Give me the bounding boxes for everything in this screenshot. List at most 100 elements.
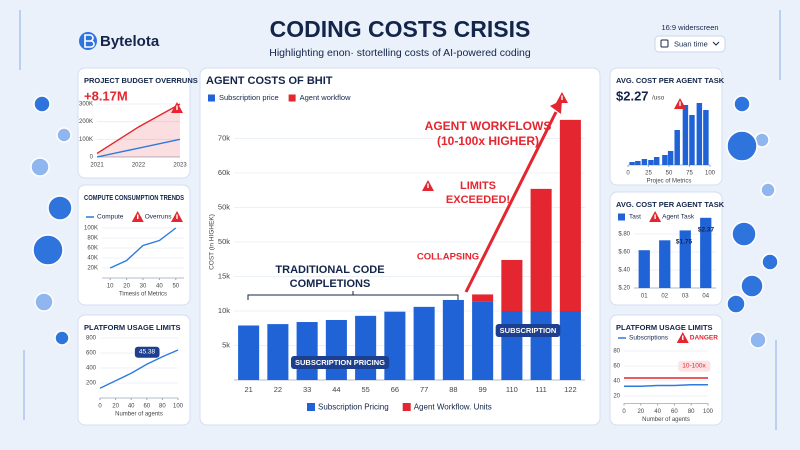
bar-segment	[559, 119, 581, 312]
coin	[47, 195, 73, 221]
bar-segment	[530, 311, 552, 380]
headline-unit: /uso	[652, 95, 665, 102]
warning-mark	[427, 183, 429, 188]
y-tick-label: 200K	[79, 119, 93, 125]
chart-title: AVG. COST PER AGENT TASK	[616, 200, 725, 209]
x-tick-label: 2023	[173, 163, 187, 169]
bar-segment	[472, 294, 494, 302]
coin	[740, 274, 764, 298]
headline-value: +8.17M	[84, 88, 128, 103]
bar-segment	[384, 311, 406, 380]
x-tick-label: 03	[682, 294, 689, 300]
x-tick-label: 100	[703, 409, 714, 415]
x-tick-label: 50	[172, 284, 179, 290]
y-tick-label: 80	[613, 349, 620, 355]
bar-segment	[530, 188, 552, 311]
bar	[629, 162, 635, 165]
headline-value: $2.27	[616, 88, 649, 103]
bar-segment	[559, 311, 581, 380]
x-tick-label: 111	[535, 385, 546, 394]
line	[99, 349, 179, 389]
bar	[635, 161, 641, 165]
x-tick-label: 0	[98, 404, 102, 410]
chart-title: COMPUTE CONSUMPTION TRENDS	[84, 193, 184, 202]
warning-mark	[679, 101, 681, 106]
bar	[682, 105, 689, 165]
x-tick-label: 20	[123, 284, 130, 290]
y-tick-label: $.40	[618, 268, 630, 274]
brand-name: Bytelota	[100, 33, 160, 50]
label-box	[495, 323, 561, 337]
annotation: EXCEEDED!	[446, 194, 510, 206]
x-tick-label: 0	[626, 171, 630, 177]
x-axis-label: Number of agents	[642, 417, 690, 423]
bar-segment	[501, 259, 523, 311]
y-tick-label: 300K	[79, 102, 93, 108]
chart-title: PLATFORM USAGE LIMITS	[84, 323, 181, 332]
x-tick-label: 04	[702, 294, 709, 300]
format-label: 16:9 widerscreen	[661, 23, 718, 32]
y-tick-label: 80K	[87, 236, 98, 242]
legend-label: Agent Task	[662, 214, 695, 221]
legend-swatch	[618, 213, 625, 221]
y-tick-label: 60	[613, 364, 620, 370]
y-tick-label: 400	[86, 366, 97, 372]
bar	[641, 159, 648, 165]
line	[96, 103, 181, 155]
x-tick-label: 80	[159, 404, 166, 410]
bar-segment	[638, 250, 650, 288]
bar-segment	[267, 324, 289, 380]
x-tick-label: 22	[274, 385, 282, 394]
dropdown[interactable]	[654, 35, 726, 53]
arrow-decorations	[19, 10, 781, 430]
coin	[726, 130, 758, 162]
y-tick-label: 20	[613, 394, 620, 400]
annotation: AGENT WORKFLOWS	[425, 119, 552, 133]
y-tick-label: 10k	[218, 306, 230, 315]
bar	[648, 160, 654, 165]
brand-glyph	[84, 34, 95, 48]
bar-segment	[355, 315, 377, 380]
x-tick-label: 66	[391, 385, 399, 394]
y-tick-label: 50k	[218, 237, 230, 246]
y-tick-label: 200	[86, 381, 97, 387]
bar-segment	[659, 240, 671, 288]
x-tick-label: 80	[688, 409, 695, 415]
coin	[34, 292, 54, 312]
label-box	[134, 346, 160, 358]
x-axis-label: Number of agents	[115, 412, 163, 418]
y-tick-label: 60K	[87, 246, 98, 252]
legend-swatch	[402, 403, 411, 411]
annotation: LIMITS	[460, 180, 496, 192]
warning-mark	[561, 95, 563, 100]
x-tick-label: 20	[112, 404, 119, 410]
x-tick-label: 2021	[90, 163, 104, 169]
x-tick-label: 60	[143, 404, 150, 410]
x-tick-label: 01	[641, 294, 648, 300]
dropdown-caret	[712, 41, 720, 46]
bar-segment	[700, 217, 712, 288]
y-tick-label: $.80	[618, 232, 630, 238]
y-tick-label: 800	[86, 336, 97, 342]
x-tick-label: 100	[705, 171, 716, 177]
label-box	[678, 360, 711, 372]
y-tick-label: $.60	[618, 250, 630, 256]
x-tick-label: 40	[128, 404, 135, 410]
annotation: SUBSCRIPTION PRICING	[295, 358, 385, 367]
x-tick-label: 02	[661, 294, 668, 300]
bar-segment	[413, 306, 435, 380]
bar	[689, 115, 695, 165]
x-tick-label: 10	[107, 284, 114, 290]
y-tick-label: 70k	[218, 133, 230, 142]
coin	[749, 331, 767, 349]
bar-segment	[501, 311, 523, 380]
bar-segment	[679, 230, 691, 288]
y-tick-label: $.20	[618, 286, 630, 292]
annotation: 45.38	[139, 349, 156, 356]
bar	[667, 151, 674, 165]
calendar-icon	[660, 39, 669, 48]
legend-label: Tast	[629, 214, 641, 221]
y-tick-label: 20K	[87, 266, 98, 272]
x-tick-label: 110	[506, 385, 518, 394]
x-tick-label: 100	[173, 404, 184, 410]
